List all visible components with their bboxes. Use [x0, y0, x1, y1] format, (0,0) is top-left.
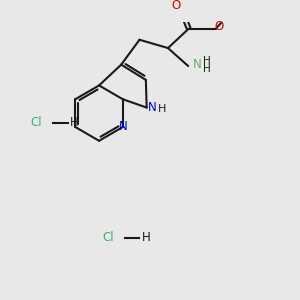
Text: H: H — [70, 116, 79, 129]
Text: Cl: Cl — [103, 231, 114, 244]
Text: H: H — [202, 64, 210, 74]
Text: H: H — [142, 231, 150, 244]
Text: H: H — [202, 56, 210, 66]
Text: Cl: Cl — [31, 116, 42, 129]
Text: H: H — [158, 104, 167, 114]
Text: O: O — [172, 0, 181, 12]
Text: N: N — [148, 101, 157, 114]
Text: N: N — [193, 58, 202, 71]
Text: O: O — [214, 20, 223, 33]
Text: N: N — [118, 121, 127, 134]
